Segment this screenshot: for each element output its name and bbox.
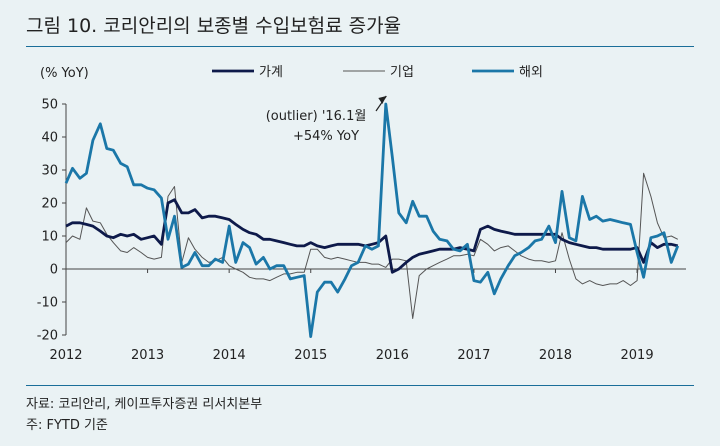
y-tick-label: 40 xyxy=(41,131,58,146)
y-tick-label: 0 xyxy=(50,263,58,278)
axes: -20 -10 0 10 20 30 40 50 2012 2013 2014 2015 2016 201… xyxy=(37,98,686,363)
x-tick-label: 2016 xyxy=(376,348,409,363)
y-tick-label: -20 xyxy=(37,329,58,344)
x-tick-label: 2017 xyxy=(457,348,490,363)
y-tick-label: -10 xyxy=(37,296,58,311)
series-line-2 xyxy=(65,172,679,319)
x-tick-label: 2014 xyxy=(213,348,246,363)
legend-label: 기업 xyxy=(390,65,414,80)
chart-title: 그림 10. 코리안리의 보종별 수입보험료 증가율 xyxy=(26,15,402,37)
legend-label: 해외 xyxy=(519,65,543,80)
x-tick-label: 2019 xyxy=(621,348,654,363)
annotation-line-1: (outlier) '16.1월 xyxy=(266,109,367,124)
x-tick-label: 2013 xyxy=(131,348,164,363)
series-lines xyxy=(64,102,680,338)
y-tick-label: 10 xyxy=(41,230,58,245)
x-tick-label: 2015 xyxy=(294,348,327,363)
x-tick-label: 2012 xyxy=(49,348,82,363)
series-line-3 xyxy=(64,102,680,338)
x-tick-label: 2018 xyxy=(539,348,572,363)
annotation-line-2: +54% YoY xyxy=(293,129,359,144)
chart-area: (% YoY) 가계 기업 해외 -20 -10 0 10 20 30 40 50 2012 2013… xyxy=(37,65,686,363)
series-line-1 xyxy=(65,198,679,274)
footer-divider xyxy=(26,385,694,386)
source-text: 자료: 코리안리, 케이프투자증권 리서치본부 xyxy=(26,397,263,412)
y-axis-label: (% YoY) xyxy=(40,66,89,81)
y-tick-label: 20 xyxy=(41,197,58,212)
legend: 가계 기업 해외 xyxy=(212,65,543,80)
outlier-annotation: (outlier) '16.1월 +54% YoY xyxy=(266,95,387,144)
y-tick-label: 30 xyxy=(41,164,58,179)
title-divider xyxy=(26,46,694,47)
y-tick-label: 50 xyxy=(41,98,58,113)
legend-label: 가계 xyxy=(259,65,283,80)
footnote-text: 주: FYTD 기준 xyxy=(26,418,108,433)
annotation-arrowhead xyxy=(378,96,387,104)
